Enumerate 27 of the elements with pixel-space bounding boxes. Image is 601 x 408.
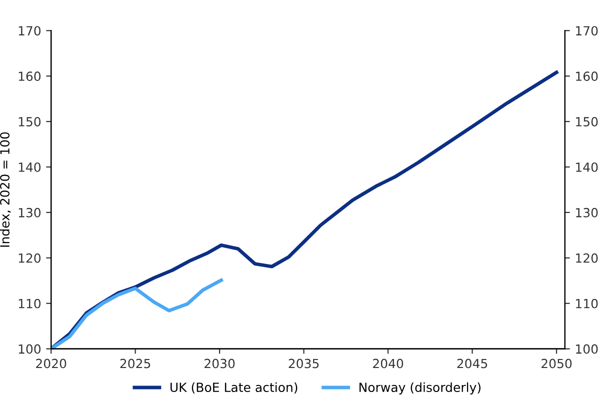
x-tick-label: 2050	[542, 358, 572, 368]
y2-tick-label: 110	[576, 298, 598, 308]
y-tick-label: 160	[18, 72, 41, 81]
y-tick-label: 100	[18, 344, 41, 354]
y-tick-label: 110	[18, 298, 41, 308]
legend-label: Norway (disorderly)	[360, 382, 480, 394]
line-series	[51, 278, 223, 349]
y2-tick-label: 140	[576, 162, 598, 172]
y2-tick-label: 130	[576, 208, 598, 218]
y2-tick-label: 170	[576, 26, 598, 36]
y-tick-label: 150	[18, 116, 41, 126]
x-tick-label: 2040	[373, 358, 404, 368]
x-tick-label: 2030	[204, 358, 235, 368]
y2-tick-label: 150	[576, 116, 598, 126]
y-tick-label: 130	[18, 208, 41, 218]
y2-tick-label: 100	[576, 344, 598, 354]
y-axis-title: Index, 2020 = 100	[0, 132, 11, 247]
x-tick-label: 2035	[288, 358, 319, 368]
legend-label: UK (BoE Late action)	[170, 382, 298, 394]
y-tick-label: 120	[18, 253, 41, 263]
y-tick-label: 170	[18, 26, 41, 36]
y2-tick-label: 160	[576, 72, 598, 81]
x-tick-label: 2025	[120, 358, 150, 368]
x-tick-label: 2020	[36, 358, 66, 368]
y2-tick-label: 120	[576, 253, 598, 263]
y-tick-label: 140	[18, 162, 41, 172]
x-tick-label: 2045	[457, 358, 488, 368]
